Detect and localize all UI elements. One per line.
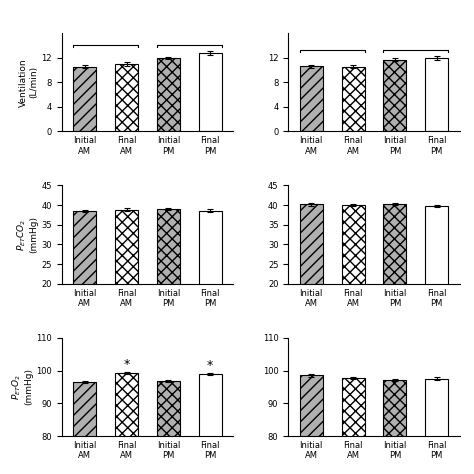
Bar — [425, 379, 448, 474]
Bar — [115, 210, 138, 363]
Bar — [300, 204, 323, 363]
Bar — [425, 206, 448, 363]
Bar — [199, 53, 222, 131]
Y-axis label: $P_{ET}O_2$
(mmHg): $P_{ET}O_2$ (mmHg) — [10, 368, 33, 405]
Bar — [199, 374, 222, 474]
Bar — [73, 382, 96, 474]
Bar — [342, 205, 365, 363]
Bar — [383, 60, 406, 131]
Bar — [157, 58, 180, 131]
Bar — [73, 211, 96, 363]
Y-axis label: $P_{ET}CO_2$
(mmHg): $P_{ET}CO_2$ (mmHg) — [16, 216, 38, 253]
Bar — [342, 378, 365, 474]
Bar — [383, 380, 406, 474]
Y-axis label: Ventilation
(L/min): Ventilation (L/min) — [19, 58, 38, 107]
Bar — [383, 204, 406, 363]
Bar — [73, 67, 96, 131]
Bar — [199, 210, 222, 363]
Bar — [115, 373, 138, 474]
Bar — [300, 66, 323, 131]
Text: *: * — [123, 358, 129, 371]
Bar — [115, 64, 138, 131]
Text: *: * — [207, 358, 213, 372]
Bar — [300, 375, 323, 474]
Bar — [157, 381, 180, 474]
Bar — [157, 209, 180, 363]
Bar — [425, 58, 448, 131]
Bar — [342, 67, 365, 131]
